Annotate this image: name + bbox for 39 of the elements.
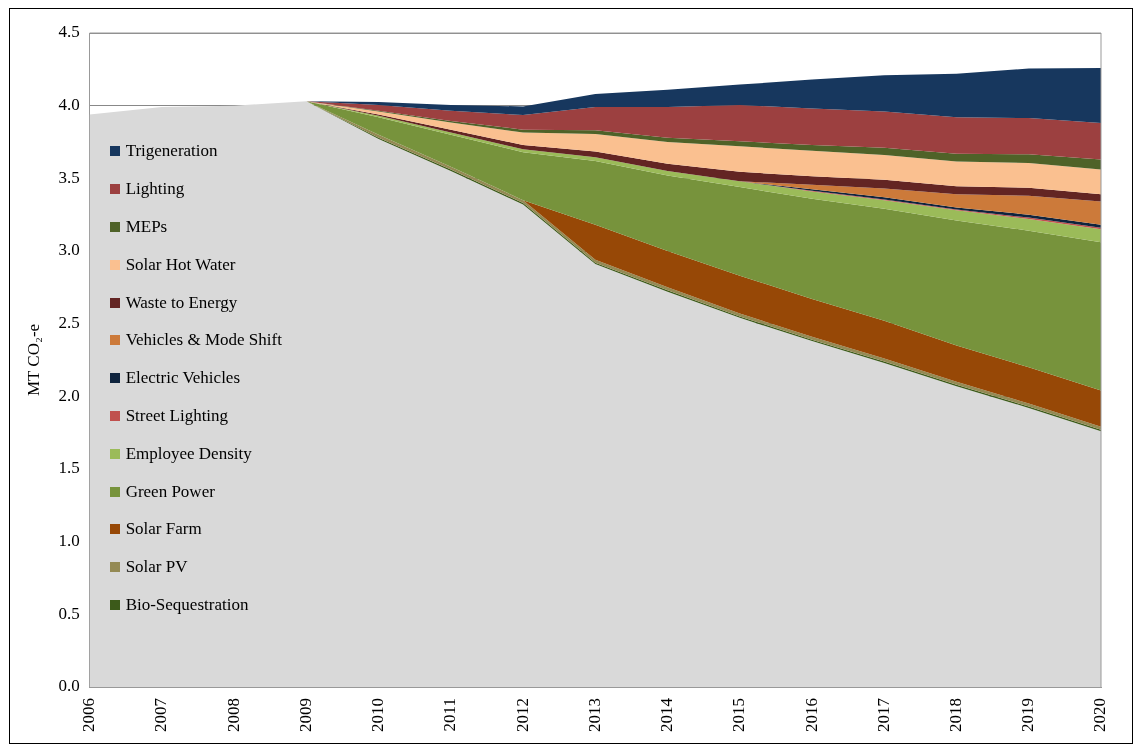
y-tick-label: 1.0 [58,531,80,551]
legend-label: Bio-Sequestration [125,594,249,615]
x-tick-label: 2020 [1090,698,1110,732]
legend-label: Solar Hot Water [125,254,236,275]
legend-label: Solar PV [125,557,188,578]
y-axis-title: MT CO₂-e [23,323,43,397]
y-tick-label: 3.5 [58,167,80,187]
x-tick-label: 2019 [1018,698,1038,732]
legend-label: Electric Vehicles [125,368,241,389]
x-tick-label: 2006 [79,698,99,732]
x-tick-label: 2016 [801,698,821,732]
legend-label: Street Lighting [125,405,229,426]
y-tick-label: 0.0 [58,676,80,696]
legend-label: Vehicles & Mode Shift [125,330,282,351]
legend-label: Solar Farm [125,519,202,540]
y-tick-label: 2.5 [58,313,80,333]
x-tick-label: 2012 [512,698,532,732]
y-tick-label: 1.5 [58,458,80,478]
y-tick-label: 3.0 [58,240,80,260]
legend-label: Trigeneration [125,141,218,162]
x-tick-label: 2011 [440,698,460,732]
x-tick-label: 2010 [368,698,388,732]
y-tick-label: 4.5 [58,22,80,42]
y-tick-label: 2.0 [58,385,80,405]
x-tick-label: 2008 [223,698,243,732]
x-tick-label: 2018 [945,698,965,732]
legend-label: Waste to Energy [125,292,238,313]
x-tick-label: 2017 [873,697,893,732]
x-tick-label: 2013 [584,698,604,732]
x-tick-label: 2014 [657,697,677,732]
y-tick-label: 0.5 [58,603,80,623]
x-tick-label: 2015 [729,698,749,732]
legend-label: Lighting [125,179,185,200]
x-tick-label: 2007 [151,697,171,732]
x-tick-label: 2009 [295,698,315,732]
legend-label: Employee Density [125,443,252,464]
legend-label: Green Power [125,481,215,502]
y-tick-label: 4.0 [58,95,80,115]
legend-label: MEPs [125,216,168,237]
